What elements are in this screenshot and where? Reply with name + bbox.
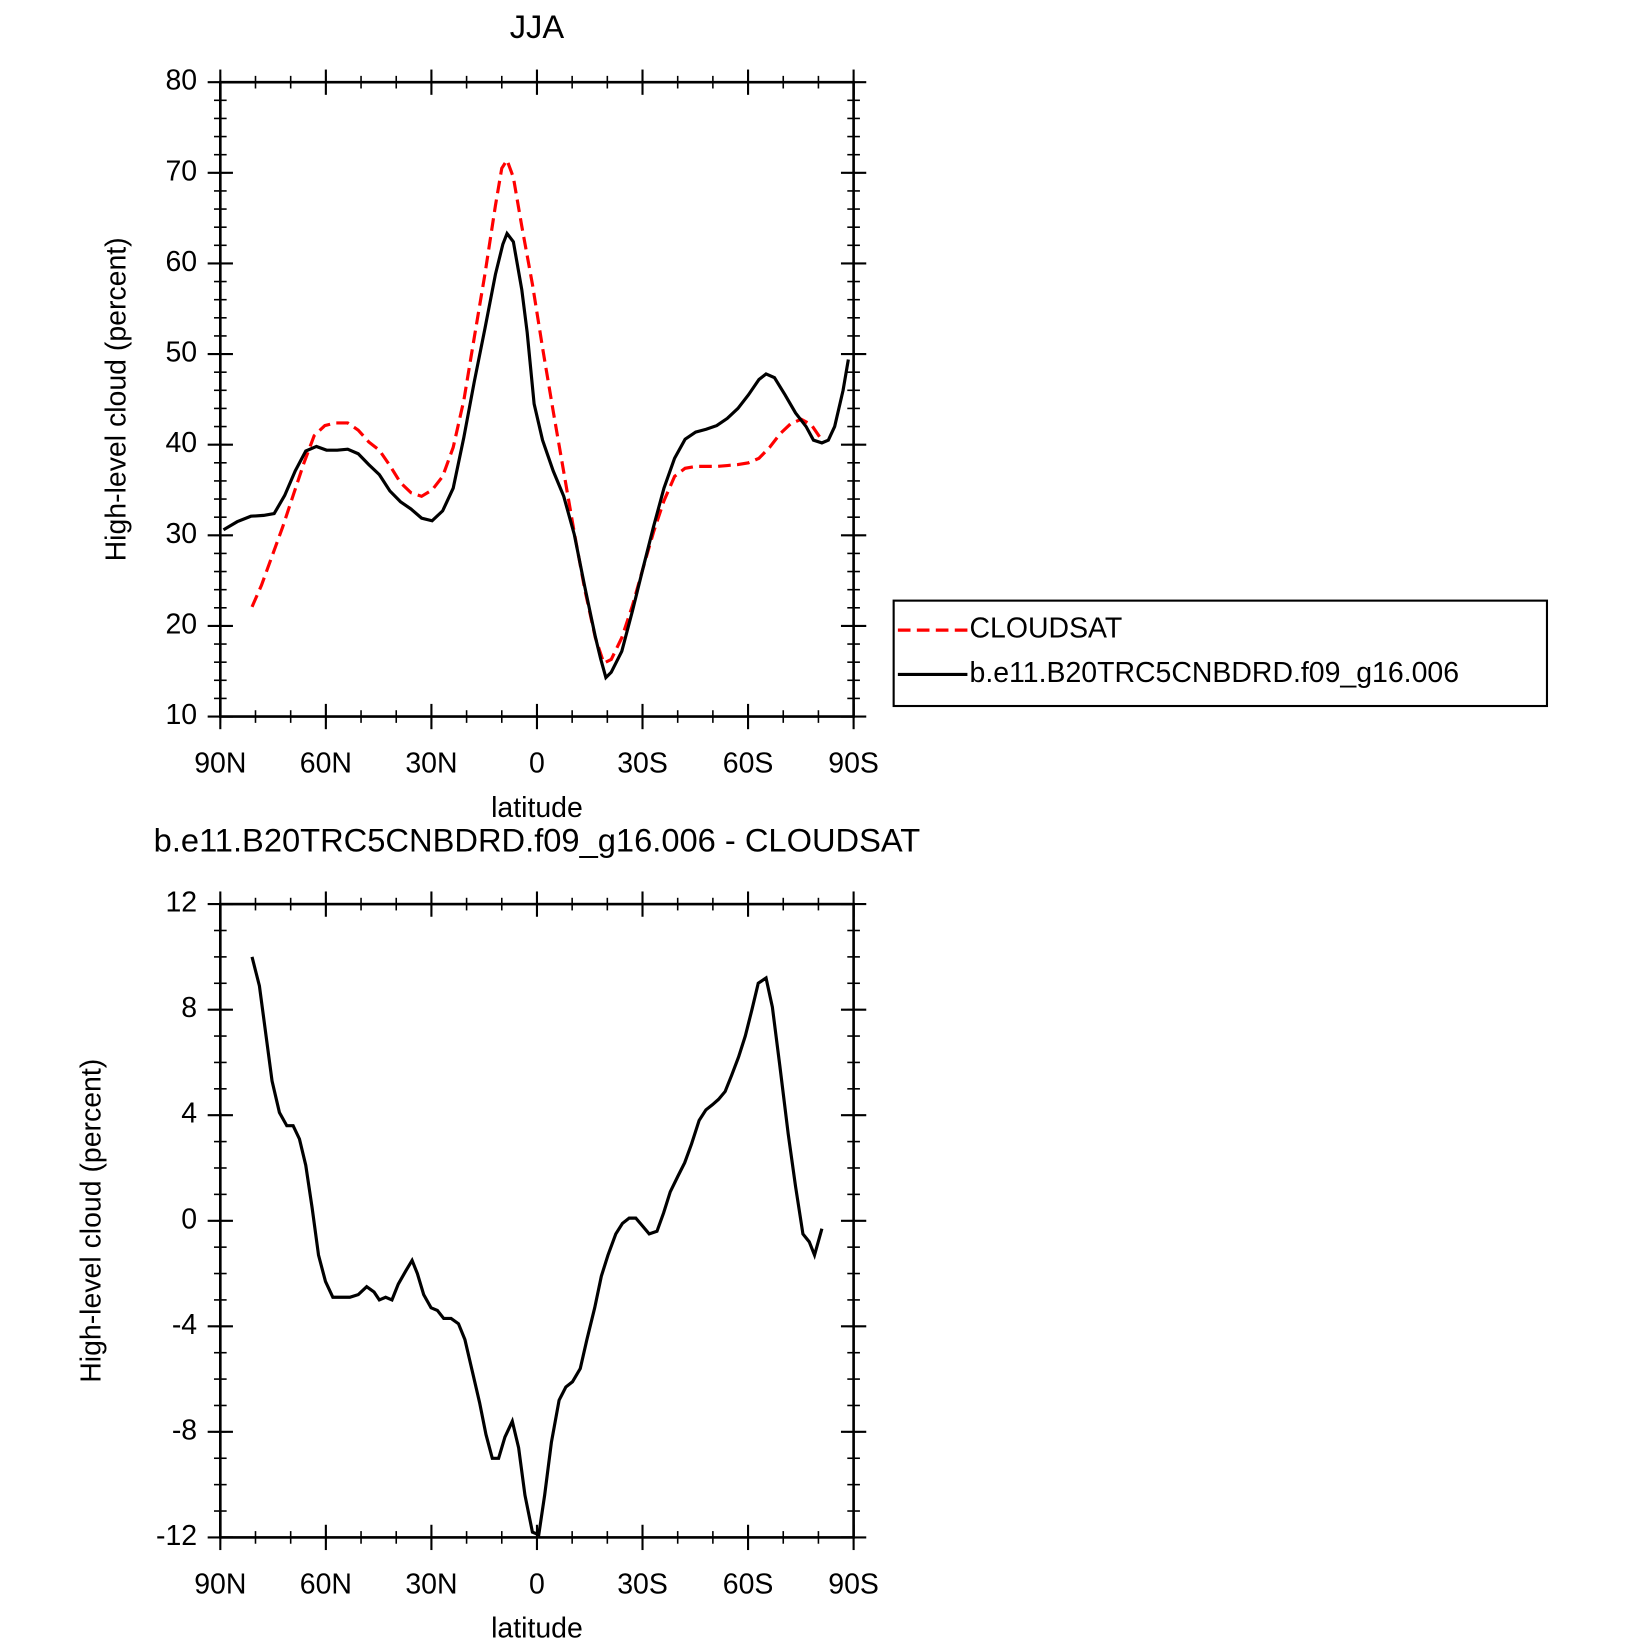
x-axis-label: latitude bbox=[491, 792, 583, 824]
x-tick-label: 90N bbox=[194, 748, 246, 780]
y-tick-label: 30 bbox=[165, 518, 197, 550]
x-tick-label: 60S bbox=[723, 1568, 774, 1600]
y-axis-label: High-level cloud (percent) bbox=[75, 1059, 107, 1383]
y-tick-label: 50 bbox=[165, 337, 197, 369]
y-tick-label: 12 bbox=[165, 887, 197, 919]
legend-label: CLOUDSAT bbox=[970, 613, 1123, 645]
x-tick-label: 90S bbox=[828, 1568, 879, 1600]
y-axis-label: High-level cloud (percent) bbox=[101, 237, 133, 561]
x-tick-label: 30N bbox=[405, 748, 457, 780]
y-tick-label: 70 bbox=[165, 155, 197, 187]
legend-label: b.e11.B20TRC5CNBDRD.f09_g16.006 bbox=[970, 657, 1460, 689]
plot-frame bbox=[218, 80, 855, 718]
x-tick-label: 60N bbox=[300, 1568, 352, 1600]
x-tick-label: 0 bbox=[529, 748, 545, 780]
y-tick-label: 8 bbox=[181, 992, 197, 1024]
y-tick-label: 0 bbox=[181, 1203, 197, 1235]
data-line bbox=[250, 956, 824, 1538]
y-tick-label: -12 bbox=[156, 1520, 197, 1552]
chart-title: JJA bbox=[510, 8, 565, 45]
y-tick-label: 4 bbox=[181, 1098, 197, 1130]
y-tick-label: -4 bbox=[172, 1309, 197, 1341]
y-tick-label: 40 bbox=[165, 427, 197, 459]
x-tick-label: 30S bbox=[617, 748, 668, 780]
x-tick-label: 90N bbox=[194, 1568, 246, 1600]
data-line bbox=[222, 230, 850, 681]
y-tick-label: -8 bbox=[172, 1414, 197, 1446]
x-tick-label: 30S bbox=[617, 1568, 668, 1600]
y-tick-label: 20 bbox=[165, 608, 197, 640]
x-tick-label: 30N bbox=[405, 1568, 457, 1600]
chart-title: b.e11.B20TRC5CNBDRD.f09_g16.006 - CLOUDS… bbox=[154, 822, 921, 859]
x-tick-label: 0 bbox=[529, 1568, 545, 1600]
y-tick-label: 60 bbox=[165, 246, 197, 278]
x-tick-label: 60N bbox=[300, 748, 352, 780]
data-line bbox=[250, 156, 824, 666]
y-tick-label: 80 bbox=[165, 65, 197, 97]
y-tick-label: 10 bbox=[165, 699, 197, 731]
x-tick-label: 60S bbox=[723, 748, 774, 780]
x-tick-label: 90S bbox=[828, 748, 879, 780]
x-axis-label: latitude bbox=[491, 1613, 583, 1645]
legend-box bbox=[892, 599, 1549, 708]
